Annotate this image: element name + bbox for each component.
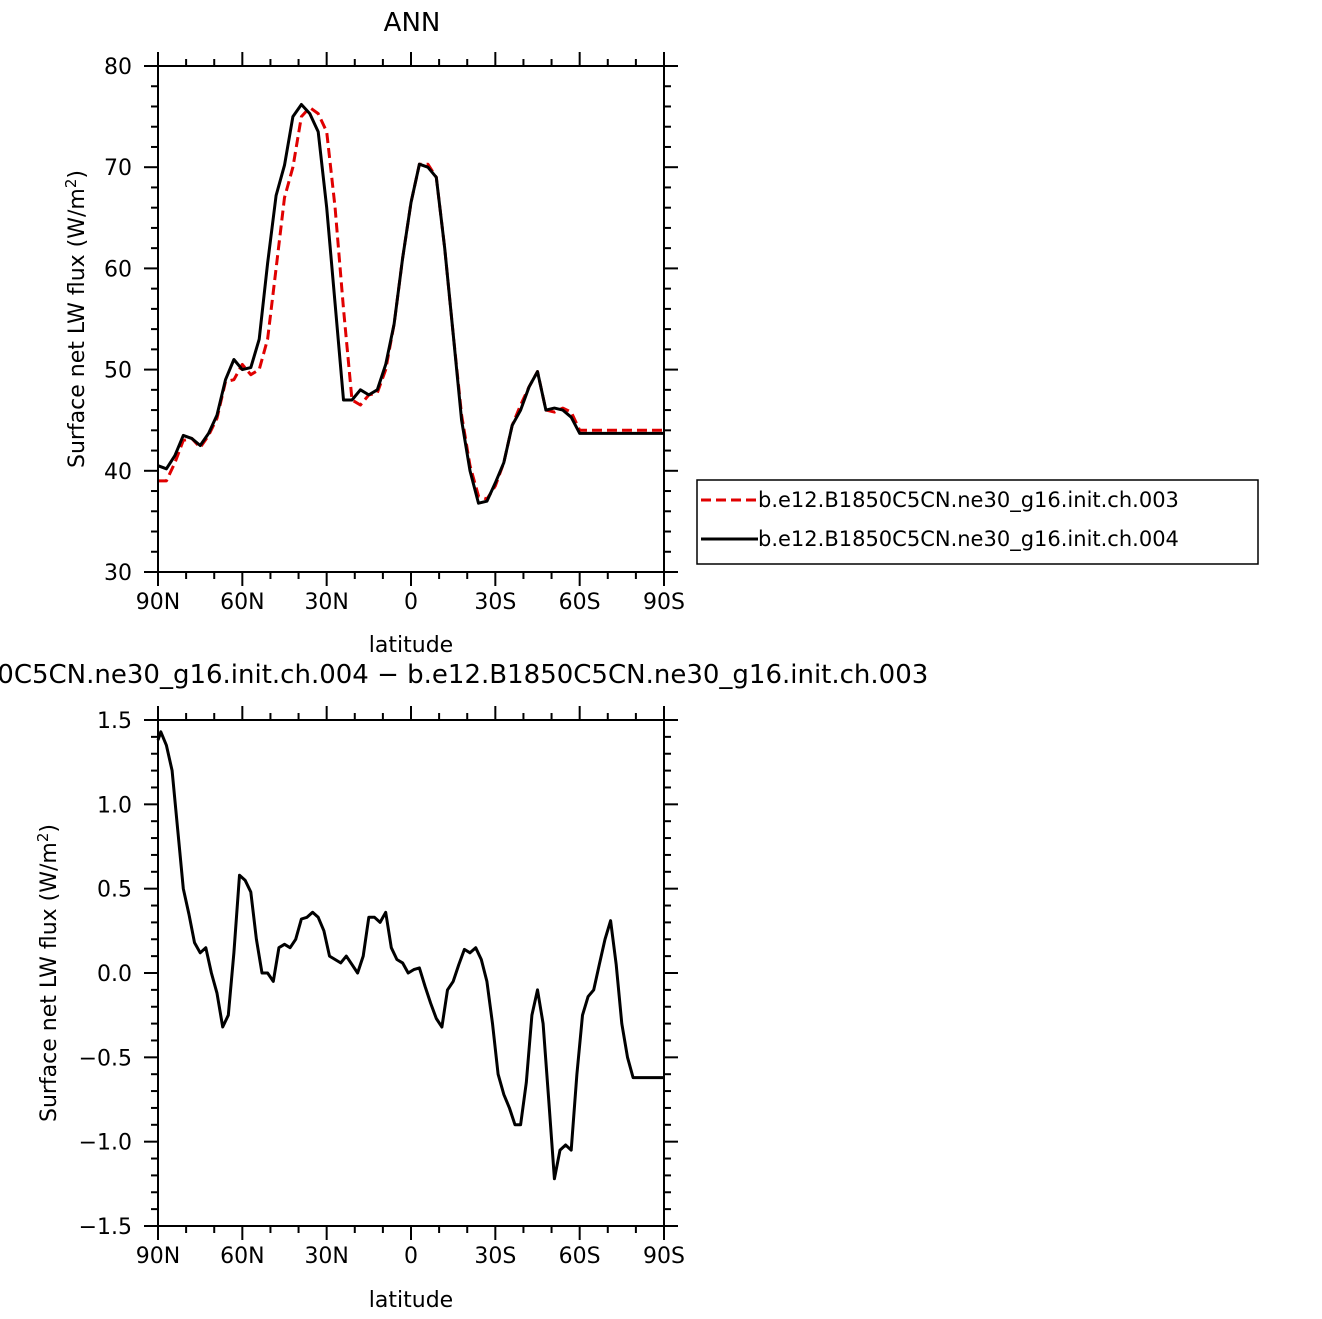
y-tick-label: −1.0	[79, 1131, 132, 1156]
y-tick-label: 0.0	[97, 962, 132, 987]
top-plot-area	[157, 103, 664, 505]
x-tick-label: 60S	[559, 1244, 601, 1269]
top-y-axis-title: Surface net LW flux (W/m2)	[62, 170, 90, 468]
top-panel: ANN 90N 60N 30N 0 30S 60S 90S 30 40 50 60 70 80 lati…	[62, 8, 685, 658]
y-tick-label: −0.5	[79, 1046, 132, 1071]
x-tick-label: 60N	[220, 1244, 264, 1269]
y-tick-label: 60	[104, 257, 132, 282]
top-series-line-1	[157, 103, 664, 505]
x-tick-label: 30S	[474, 590, 516, 615]
y-tick-label: 30	[104, 561, 132, 586]
top-x-axis-title: latitude	[369, 633, 453, 658]
bottom-y-axis-title: Surface net LW flux (W/m2)	[34, 824, 62, 1122]
x-tick-label: 60N	[220, 590, 264, 615]
bottom-panel: b.e12.B1850C5CN.ne30_g16.init.ch.004 − b…	[0, 660, 928, 1313]
x-tick-label: 90N	[136, 590, 180, 615]
x-tick-label: 0	[404, 590, 418, 615]
x-tick-label: 60S	[559, 590, 601, 615]
x-tick-label: 0	[404, 1244, 418, 1269]
x-tick-label: 90N	[136, 1244, 180, 1269]
y-tick-label: 80	[104, 55, 132, 80]
x-tick-label: 30N	[304, 1244, 348, 1269]
y-tick-label: 0.5	[97, 878, 132, 903]
bottom-plot-area	[156, 730, 664, 1181]
bottom-plot-title: b.e12.B1850C5CN.ne30_g16.init.ch.004 − b…	[0, 660, 928, 690]
x-tick-label: 90S	[643, 1244, 685, 1269]
bottom-x-axis-title: latitude	[369, 1288, 453, 1313]
top-series-line-0	[158, 106, 664, 501]
y-tick-label: −1.5	[79, 1215, 132, 1240]
y-tick-label: 1.5	[97, 709, 132, 734]
legend-label-series-003: b.e12.B1850C5CN.ne30_g16.init.ch.003	[758, 488, 1179, 513]
y-tick-label: 40	[104, 460, 132, 485]
bottom-series-line-0	[156, 730, 664, 1181]
top-plot-title: ANN	[384, 8, 441, 38]
x-tick-label: 30S	[474, 1244, 516, 1269]
legend-box	[696, 479, 1259, 565]
y-tick-label: 50	[104, 359, 132, 384]
y-tick-label: 1.0	[97, 793, 132, 818]
y-tick-label: 70	[104, 156, 132, 181]
top-plot-frame	[157, 65, 665, 573]
legend-label-series-004: b.e12.B1850C5CN.ne30_g16.init.ch.004	[758, 527, 1179, 552]
top-axis-ticks: 90N 60N 30N 0 30S 60S 90S 30 40 50 60 70 80	[104, 52, 685, 615]
x-tick-label: 30N	[304, 590, 348, 615]
legend: b.e12.B1850C5CN.ne30_g16.init.ch.003 b.e…	[696, 479, 1259, 565]
x-tick-label: 90S	[643, 590, 685, 615]
bottom-axis-ticks: 90N 60N 30N 0 30S 60S 90S 1.5 1.0 0.5 0.0 −0.5 −1.0 −…	[79, 706, 685, 1269]
